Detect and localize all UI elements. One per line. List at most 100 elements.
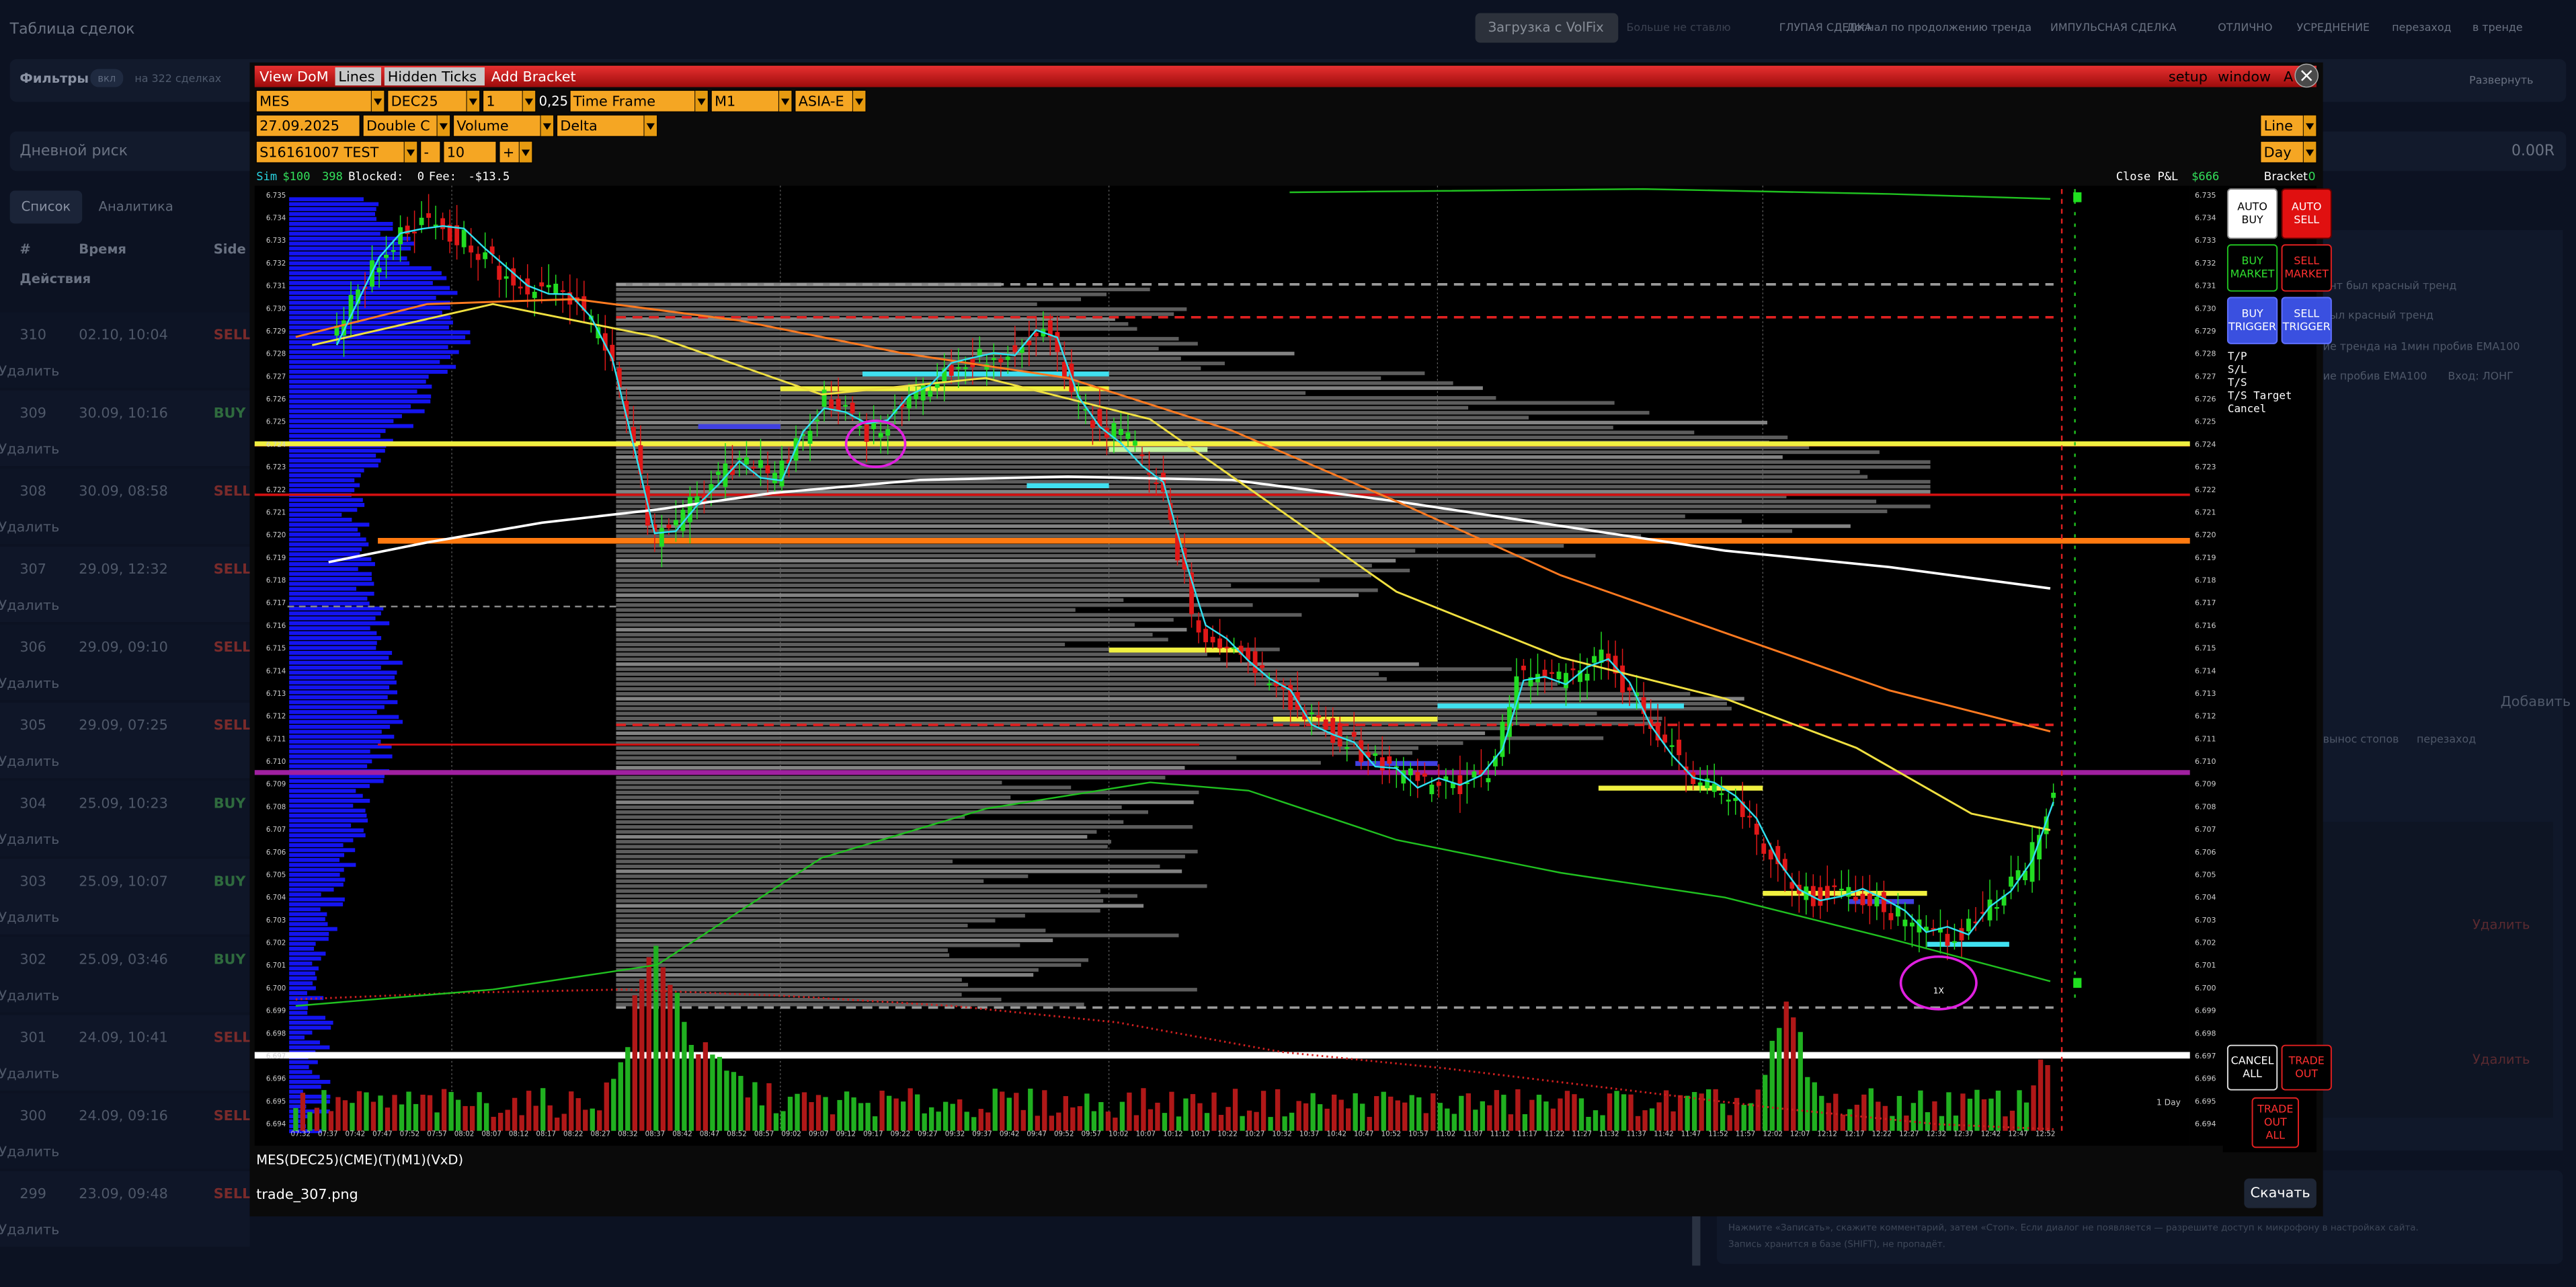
import-button[interactable] xyxy=(1475,13,1619,43)
menu-item[interactable]: Lines xyxy=(338,69,374,85)
delete-button[interactable]: Удалить xyxy=(0,675,59,691)
field-value[interactable]: Line xyxy=(2264,118,2293,134)
field-value[interactable]: Time Frame xyxy=(573,93,655,110)
order-button-label[interactable]: AUTO xyxy=(2292,200,2322,212)
tag-button[interactable]: перезаход xyxy=(2392,21,2451,34)
delete-button[interactable]: Удалить xyxy=(0,1222,59,1238)
profile-bar xyxy=(616,307,1187,311)
tag-button[interactable]: в тренде xyxy=(2472,21,2523,34)
order-button[interactable] xyxy=(2226,1044,2278,1091)
field-value[interactable]: MES xyxy=(259,93,289,110)
order-button-label[interactable]: SELL xyxy=(2294,254,2319,267)
menu-item[interactable]: setup xyxy=(2169,69,2208,85)
order-button[interactable] xyxy=(2226,188,2278,239)
input-field[interactable] xyxy=(387,89,481,112)
field-value[interactable]: Volume xyxy=(456,118,508,134)
field-value[interactable]: S16161007 TEST xyxy=(259,144,378,160)
delete-button[interactable]: Удалить xyxy=(0,831,59,847)
delete-button[interactable]: Удалить xyxy=(0,909,59,925)
order-button[interactable] xyxy=(2281,1044,2332,1091)
menu-button[interactable] xyxy=(335,67,381,86)
input-field[interactable] xyxy=(362,114,451,137)
order-button-label[interactable]: BUY xyxy=(2241,213,2263,226)
field-value[interactable]: M1 xyxy=(715,93,735,110)
order-button-label[interactable]: ALL xyxy=(2265,1129,2285,1142)
order-button-label[interactable]: TRIGGER xyxy=(2282,320,2331,333)
order-button-label[interactable]: TRIGGER xyxy=(2228,320,2276,333)
expand-button[interactable]: Развернуть xyxy=(2469,73,2533,86)
candle-body xyxy=(942,368,947,382)
menu-item[interactable]: A xyxy=(2284,69,2294,85)
delete-button[interactable]: Удалить xyxy=(0,441,59,457)
menu-item[interactable]: Hidden Ticks xyxy=(388,69,477,85)
order-button[interactable] xyxy=(2281,188,2332,239)
table-cell: 303 xyxy=(19,873,46,889)
delete-button[interactable]: Удалить xyxy=(0,987,59,1003)
delete-button[interactable]: Удалить xyxy=(0,1144,59,1160)
download-label[interactable]: Скачать xyxy=(2251,1185,2310,1201)
order-button-label[interactable]: SELL xyxy=(2294,307,2319,319)
order-button-label[interactable]: TRADE xyxy=(2288,1054,2325,1066)
order-button-label[interactable]: ALL xyxy=(2243,1067,2262,1080)
input-field[interactable] xyxy=(569,89,709,112)
input-field[interactable] xyxy=(452,114,555,137)
input-field[interactable] xyxy=(443,141,497,163)
menu-button[interactable] xyxy=(384,67,485,86)
menu-item[interactable]: Add Bracket xyxy=(491,69,576,85)
tag-button[interactable]: ИМПУЛЬСНАЯ СДЕЛКА xyxy=(2050,21,2177,34)
delete-button[interactable]: Удалить xyxy=(0,519,59,535)
input-field[interactable] xyxy=(255,141,418,163)
field-value[interactable]: + xyxy=(503,144,514,160)
order-button-label[interactable]: AUTO xyxy=(2237,200,2267,212)
order-button-label[interactable]: CANCEL xyxy=(2231,1054,2274,1066)
order-button[interactable] xyxy=(2281,297,2332,344)
field-value[interactable]: ASIA-E xyxy=(799,93,844,110)
field-value[interactable]: Double C xyxy=(366,118,430,134)
tab[interactable]: Аналитика xyxy=(99,198,173,214)
delete-button[interactable]: Удалить xyxy=(0,1065,59,1081)
tag-button[interactable]: ОТЛИЧНО xyxy=(2218,21,2272,34)
tag-button[interactable]: УСРЕДНЕНИЕ xyxy=(2297,21,2370,34)
order-button-label[interactable]: BUY xyxy=(2241,307,2263,319)
tag-button[interactable]: Больше не ставлю xyxy=(1626,21,1730,34)
order-button-label[interactable]: OUT xyxy=(2264,1116,2287,1128)
input-field[interactable] xyxy=(556,114,658,137)
menu-item[interactable]: window xyxy=(2218,69,2271,85)
download-button[interactable] xyxy=(2244,1178,2317,1208)
tag-button[interactable]: Догнал по продолжению тренда xyxy=(1847,21,2031,34)
input-field[interactable] xyxy=(255,114,360,137)
order-button-label[interactable]: MARKET xyxy=(2230,268,2275,280)
tag-button[interactable]: ГЛУПАЯ СДЕЛКА xyxy=(1779,21,1872,34)
order-button[interactable] xyxy=(2251,1097,2299,1148)
input-field[interactable] xyxy=(255,89,385,112)
order-button[interactable] xyxy=(2281,244,2332,292)
delete-button[interactable]: Удалить xyxy=(0,362,59,379)
input-field[interactable] xyxy=(420,141,441,163)
order-button[interactable] xyxy=(2226,297,2278,344)
volume-bar xyxy=(1741,1105,1746,1131)
field-value[interactable]: 1 xyxy=(486,93,495,110)
order-button-label[interactable]: MARKET xyxy=(2284,268,2329,280)
field-value[interactable]: DEC25 xyxy=(391,93,438,110)
time-label: 08:47 xyxy=(700,1130,720,1138)
volume-profile-bar xyxy=(289,660,403,665)
tab[interactable]: Список xyxy=(22,198,71,214)
tab-active[interactable] xyxy=(9,190,83,224)
order-button-label[interactable]: SELL xyxy=(2294,213,2319,226)
volume-bar xyxy=(2038,1059,2044,1131)
field-value[interactable]: - xyxy=(424,144,429,160)
delete-button[interactable]: Удалить xyxy=(2472,917,2530,933)
order-button-label[interactable]: OUT xyxy=(2295,1067,2318,1080)
delete-button[interactable]: Удалить xyxy=(0,753,59,769)
order-button-label[interactable]: BUY xyxy=(2241,254,2263,267)
order-button[interactable] xyxy=(2226,244,2278,292)
field-value[interactable]: 27.09.2025 xyxy=(259,118,339,134)
order-button-label[interactable]: TRADE xyxy=(2257,1102,2293,1115)
menu-item[interactable]: View DoM xyxy=(259,69,328,85)
field-value[interactable]: Delta xyxy=(560,118,597,134)
delete-button[interactable]: Удалить xyxy=(0,597,59,613)
field-value[interactable]: Day xyxy=(2264,144,2292,160)
delete-button[interactable]: Удалить xyxy=(2472,1052,2530,1067)
field-value[interactable]: 10 xyxy=(447,144,465,160)
add-button[interactable]: Добавить xyxy=(2501,693,2571,709)
